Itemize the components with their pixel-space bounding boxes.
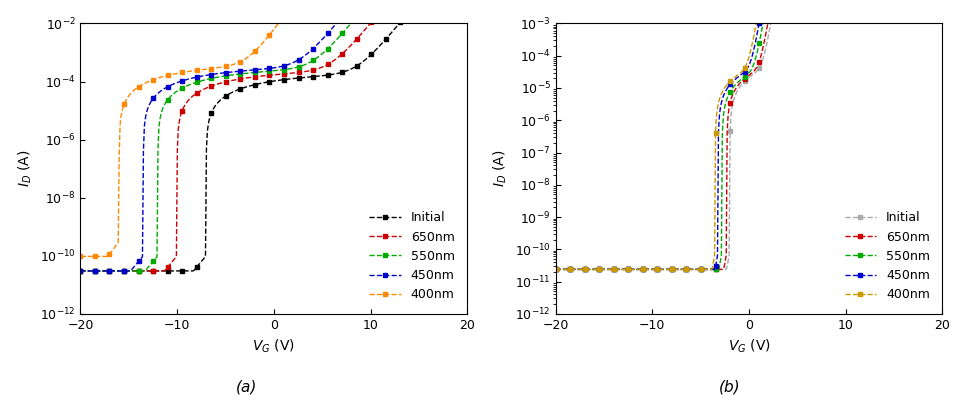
450nm bbox=[228, 70, 240, 74]
550nm bbox=[318, 50, 330, 55]
Initial bbox=[676, 267, 688, 272]
Line: 550nm: 550nm bbox=[553, 0, 945, 272]
650nm bbox=[676, 267, 688, 272]
Initial bbox=[228, 89, 240, 94]
Initial bbox=[356, 60, 367, 65]
Line: 400nm: 400nm bbox=[78, 0, 470, 259]
Line: 400nm: 400nm bbox=[553, 0, 945, 272]
550nm bbox=[550, 267, 562, 272]
650nm bbox=[354, 33, 366, 38]
Line: 650nm: 650nm bbox=[78, 0, 470, 273]
550nm bbox=[356, 9, 367, 13]
Initial bbox=[597, 267, 608, 272]
650nm bbox=[200, 86, 212, 90]
400nm bbox=[74, 254, 86, 259]
450nm bbox=[597, 267, 608, 272]
550nm bbox=[703, 267, 715, 272]
450nm bbox=[703, 267, 715, 272]
550nm bbox=[200, 77, 212, 82]
400nm bbox=[550, 267, 562, 272]
Text: (a): (a) bbox=[236, 379, 257, 394]
Initial bbox=[354, 62, 366, 66]
400nm bbox=[121, 96, 132, 101]
Line: Initial: Initial bbox=[78, 0, 470, 273]
550nm bbox=[228, 72, 240, 77]
Line: 450nm: 450nm bbox=[553, 0, 945, 272]
400nm bbox=[200, 67, 212, 71]
400nm bbox=[228, 62, 240, 67]
550nm bbox=[121, 269, 132, 273]
Initial bbox=[200, 146, 212, 151]
650nm bbox=[597, 267, 608, 272]
Line: 550nm: 550nm bbox=[78, 0, 470, 273]
Line: 450nm: 450nm bbox=[78, 0, 470, 273]
650nm bbox=[356, 31, 367, 36]
450nm bbox=[121, 269, 132, 273]
650nm bbox=[74, 269, 86, 273]
X-axis label: $V_G$ (V): $V_G$ (V) bbox=[727, 337, 771, 355]
Legend: Initial, 650nm, 550nm, 450nm, 400nm: Initial, 650nm, 550nm, 450nm, 400nm bbox=[838, 205, 936, 308]
Line: 650nm: 650nm bbox=[553, 0, 945, 272]
Initial bbox=[318, 73, 330, 78]
650nm bbox=[703, 267, 715, 272]
Y-axis label: $I_D$ (A): $I_D$ (A) bbox=[492, 150, 510, 187]
650nm bbox=[318, 64, 330, 69]
Legend: Initial, 650nm, 550nm, 450nm, 400nm: Initial, 650nm, 550nm, 450nm, 400nm bbox=[364, 205, 461, 308]
550nm bbox=[676, 267, 688, 272]
400nm bbox=[597, 267, 608, 272]
Text: (b): (b) bbox=[719, 379, 741, 394]
Initial bbox=[703, 267, 715, 272]
650nm bbox=[121, 269, 132, 273]
550nm bbox=[74, 269, 86, 273]
450nm bbox=[676, 267, 688, 272]
450nm bbox=[550, 267, 562, 272]
450nm bbox=[318, 35, 330, 40]
550nm bbox=[597, 267, 608, 272]
Y-axis label: $I_D$ (A): $I_D$ (A) bbox=[16, 150, 34, 187]
Initial bbox=[121, 269, 132, 273]
450nm bbox=[74, 269, 86, 273]
Initial bbox=[74, 269, 86, 273]
650nm bbox=[228, 78, 240, 83]
Line: Initial: Initial bbox=[553, 0, 945, 272]
400nm bbox=[703, 267, 715, 272]
650nm bbox=[550, 267, 562, 272]
450nm bbox=[200, 73, 212, 78]
X-axis label: $V_G$ (V): $V_G$ (V) bbox=[252, 337, 295, 355]
400nm bbox=[676, 267, 688, 272]
Initial bbox=[550, 267, 562, 272]
550nm bbox=[354, 11, 366, 15]
